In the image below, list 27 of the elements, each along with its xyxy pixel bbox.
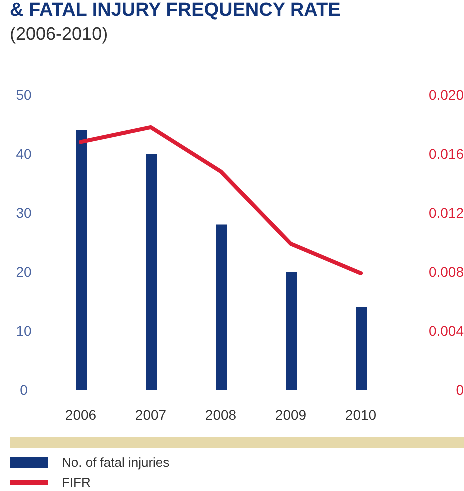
- legend-label: FIFR: [62, 474, 91, 490]
- x-tick-label: 2008: [205, 406, 237, 423]
- y-tick-label: 50: [16, 87, 32, 103]
- y2-tick-label: 0.020: [428, 86, 464, 103]
- x-tick-label: 2010: [345, 406, 377, 423]
- bar: [216, 224, 227, 390]
- x-tick-label: 2006: [65, 406, 97, 423]
- x-tick-label: 2007: [135, 406, 167, 423]
- x-tick-label: 2009: [275, 406, 307, 423]
- y2-tick-label: 0.016: [428, 146, 464, 162]
- y-tick-label: 20: [16, 264, 32, 280]
- legend-label: No. of fatal injuries: [62, 454, 170, 470]
- y-tick-label: 10: [16, 323, 32, 339]
- y2-tick-label: 0: [456, 382, 464, 398]
- y2-tick-label: 0.004: [428, 322, 464, 339]
- y-tick-label: 30: [16, 205, 32, 221]
- line-series: [79, 125, 363, 276]
- bar: [286, 272, 297, 390]
- y-tick-label: 40: [16, 146, 32, 162]
- y-tick-label: 0: [20, 382, 28, 398]
- chart-title: & FATAL INJURY FREQUENCY RATE: [10, 0, 341, 22]
- chart-subtitle: (2006-2010): [10, 24, 108, 45]
- bar: [356, 307, 367, 390]
- y2-tick-label: 0.008: [428, 264, 464, 280]
- bar: [76, 130, 87, 390]
- bar: [146, 154, 157, 390]
- y2-tick-label: 0.012: [428, 204, 464, 221]
